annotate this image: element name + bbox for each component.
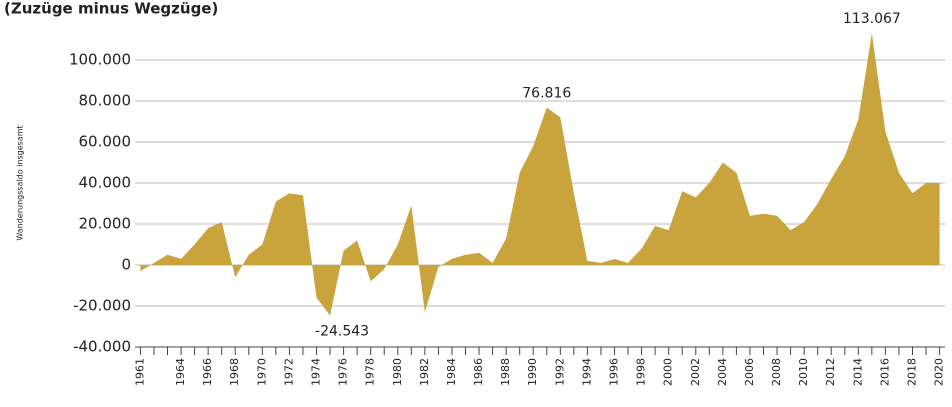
x-tick-label: 1964 bbox=[174, 358, 187, 386]
x-tick-label: 2010 bbox=[797, 358, 810, 386]
y-tick-label: -20.000 bbox=[73, 297, 131, 315]
x-tick-label: 2018 bbox=[905, 358, 918, 386]
chart-title: (Zuzüge minus Wegzüge) bbox=[4, 0, 218, 18]
y-tick-label: 20.000 bbox=[79, 215, 132, 233]
x-tick-label: 2016 bbox=[878, 358, 891, 386]
x-tick-label: 1988 bbox=[499, 358, 512, 386]
y-tick-label: 0 bbox=[121, 256, 131, 274]
y-tick-label: 80.000 bbox=[79, 92, 132, 110]
x-tick-label: 1994 bbox=[580, 358, 593, 386]
x-tick-label: 1970 bbox=[255, 358, 268, 386]
x-tick-label: 2020 bbox=[933, 358, 946, 386]
x-tick-label: 2008 bbox=[770, 358, 783, 386]
x-tick-label: 1974 bbox=[310, 358, 323, 386]
x-tick-label: 1996 bbox=[607, 358, 620, 386]
x-tick-label: 2002 bbox=[689, 358, 702, 386]
x-tick-label: 1961 bbox=[133, 358, 146, 386]
x-tick-label: 2014 bbox=[851, 358, 864, 386]
x-tick-label: 1986 bbox=[472, 358, 485, 386]
data-label: 113.067 bbox=[843, 11, 901, 27]
data-label: -24.543 bbox=[315, 323, 369, 339]
x-tick-label: 1998 bbox=[635, 358, 648, 386]
y-tick-label: 100.000 bbox=[69, 51, 131, 69]
y-tick-label: 40.000 bbox=[79, 174, 132, 192]
x-tick-label: 1972 bbox=[282, 358, 295, 386]
y-tick-label: 60.000 bbox=[79, 133, 132, 151]
x-tick-label: 1990 bbox=[526, 358, 539, 386]
data-label: 76.816 bbox=[522, 86, 571, 102]
x-tick-label: 1982 bbox=[418, 358, 431, 386]
y-axis-label: Wanderungssaldo insgesamt bbox=[16, 125, 25, 240]
x-tick-label: 2006 bbox=[743, 358, 756, 386]
x-tick-label: 1966 bbox=[201, 358, 214, 386]
x-tick-label: 1984 bbox=[445, 358, 458, 386]
y-tick-label: -40.000 bbox=[73, 338, 131, 356]
x-tick-label: 2004 bbox=[716, 358, 729, 386]
x-tick-label: 1976 bbox=[337, 358, 350, 386]
x-tick-label: 1980 bbox=[391, 358, 404, 386]
area bbox=[140, 33, 940, 316]
x-tick-label: 1992 bbox=[553, 358, 566, 386]
x-tick-label: 2000 bbox=[662, 358, 675, 386]
x-tick-label: 1978 bbox=[364, 358, 377, 386]
x-tick-label: 2012 bbox=[824, 358, 837, 386]
x-tick-label: 1968 bbox=[228, 358, 241, 386]
